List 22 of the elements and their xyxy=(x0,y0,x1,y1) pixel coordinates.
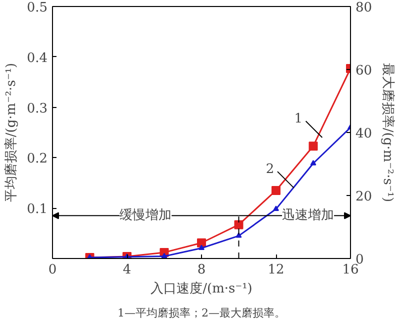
y-tick-label: 0.3 xyxy=(26,101,48,116)
text: 1—平均磨损率；2—最大磨损率。 xyxy=(118,306,286,320)
x-tick-label: 16 xyxy=(342,262,359,278)
y-tick-label: 0.4 xyxy=(26,50,48,66)
y2-axis-title: 最大磨损率/(g·m⁻²·s⁻¹) xyxy=(380,62,396,202)
annotation: 缓慢增加 xyxy=(120,208,172,224)
x-tick-label: 4 xyxy=(122,262,132,278)
y2-tick-label: 80 xyxy=(356,0,372,16)
y2-tick-label: 40 xyxy=(356,126,372,142)
y-axis-title: 平均磨损率/(g·m⁻²·s⁻¹) xyxy=(2,62,19,202)
y-tick-label: 0.1 xyxy=(26,202,48,218)
y2-tick-label: 60 xyxy=(356,64,372,78)
x-axis-title: 入口速度/(m·s⁻¹) xyxy=(150,280,252,296)
x-tick-label: 0 xyxy=(48,262,57,278)
annotation: 迅速增加 xyxy=(282,208,334,224)
y-tick-label: 0.2 xyxy=(26,152,48,167)
y-tick-label: 0.5 xyxy=(26,0,48,16)
annotation: 2 xyxy=(266,162,274,177)
annotation: 1 xyxy=(294,111,302,126)
x-tick-label: 8 xyxy=(197,262,206,278)
x-tick-label: 12 xyxy=(268,262,284,278)
y2-tick-label: 20 xyxy=(356,190,372,204)
